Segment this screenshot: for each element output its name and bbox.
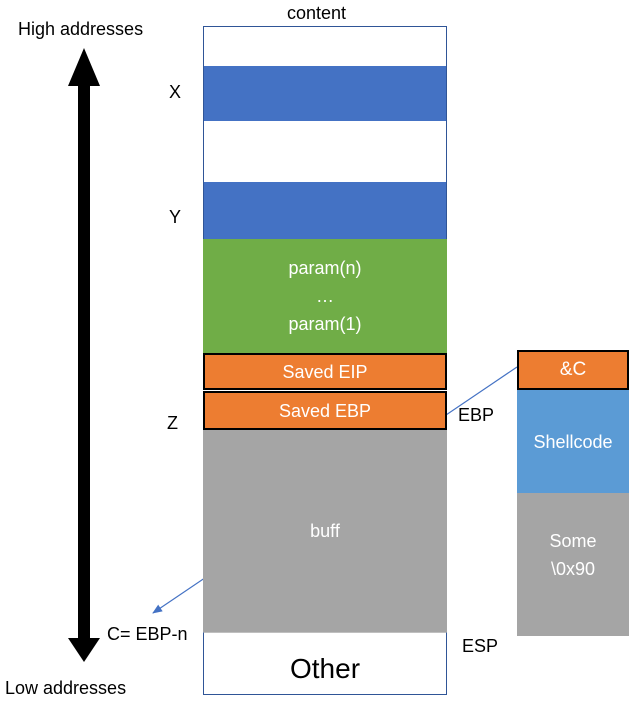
buff-block: buff — [203, 430, 447, 632]
payload-column: &C Shellcode Some \0x90 — [517, 350, 629, 636]
stack-empty-middle — [203, 121, 447, 182]
low-addresses-label: Low addresses — [5, 678, 127, 698]
saved-eip-block: Saved EIP — [203, 353, 447, 390]
x-label: X — [169, 82, 182, 102]
c-pointer-label: C= EBP-n — [107, 624, 188, 644]
y-label: Y — [169, 207, 182, 227]
param-n: param(n) — [288, 258, 362, 278]
stack-slot-y — [203, 182, 447, 239]
nop-line-2: \0x90 — [550, 558, 596, 579]
stack-slot-x — [203, 66, 447, 121]
param-1: param(1) — [288, 314, 362, 334]
params-block: param(n) … param(1) — [203, 239, 447, 353]
high-addresses-label: High addresses — [18, 19, 144, 39]
z-label: Z — [167, 413, 178, 433]
other-block: Other — [203, 632, 447, 695]
param-ellipsis: … — [316, 286, 334, 306]
nop-line-1: Some — [549, 530, 597, 551]
address-c-block: &C — [517, 350, 629, 390]
esp-label: ESP — [462, 636, 499, 656]
saved-ebp-block: Saved EBP — [203, 391, 447, 430]
shellcode-block: Shellcode — [517, 390, 629, 493]
content-label: content — [287, 3, 347, 23]
nop-sled-block: Some \0x90 — [517, 493, 629, 636]
ebp-label: EBP — [458, 405, 495, 425]
address-direction-arrow — [68, 48, 100, 662]
stack-empty-top — [203, 26, 447, 66]
stack-column: param(n) … param(1) Saved EIP Saved EBP … — [203, 26, 447, 695]
